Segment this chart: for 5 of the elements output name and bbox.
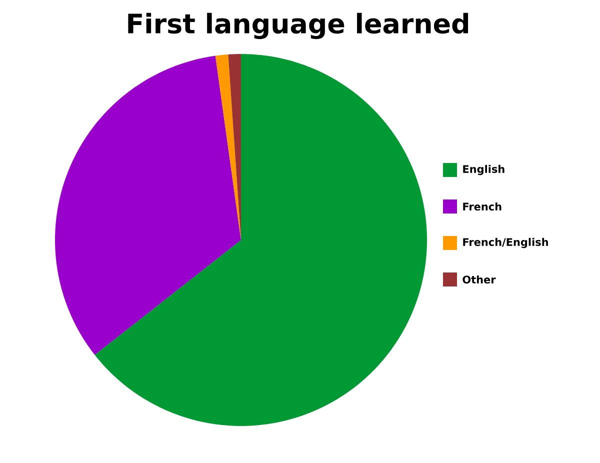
chart-title: First language learned bbox=[128, 12, 468, 40]
legend-label: English bbox=[463, 164, 504, 176]
legend-label: French bbox=[463, 202, 502, 211]
legend-label: French/English bbox=[463, 238, 548, 248]
legend-label: Other bbox=[462, 275, 496, 284]
